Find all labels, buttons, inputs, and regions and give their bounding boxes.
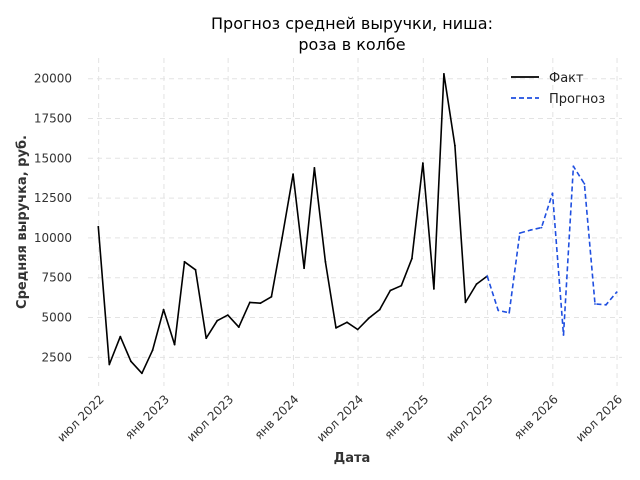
data-point-fact bbox=[324, 260, 327, 263]
x-axis-ticks: июл 2022 янв 2023 июл 2023 янв 2024 июл 2024… bbox=[54, 392, 625, 444]
legend: Факт Прогноз bbox=[511, 71, 605, 107]
data-point-fact bbox=[119, 335, 122, 338]
chart-title-line-1: Прогноз средней выручки, ниша: bbox=[211, 14, 493, 33]
chart-title-line-2: роза в колбе bbox=[298, 35, 405, 54]
data-point-fact bbox=[130, 360, 132, 363]
data-point-forecast bbox=[529, 229, 532, 231]
x-tick-label: янв 2024 bbox=[252, 392, 302, 442]
grid bbox=[88, 58, 622, 386]
data-point-fact bbox=[216, 319, 219, 322]
data-point-forecast bbox=[572, 165, 575, 168]
x-tick-label: июл 2023 bbox=[184, 392, 236, 444]
x-axis-label: Дата bbox=[334, 451, 371, 466]
data-point-fact bbox=[400, 284, 403, 287]
data-point-forecast bbox=[562, 334, 565, 336]
data-point-fact bbox=[248, 301, 251, 304]
x-tick-label: янв 2025 bbox=[382, 392, 432, 442]
data-point-fact bbox=[205, 337, 208, 340]
y-tick-label: 5000 bbox=[41, 311, 72, 325]
data-point-fact bbox=[378, 308, 381, 311]
data-point-fact bbox=[389, 289, 392, 292]
data-point-fact bbox=[303, 267, 305, 270]
data-point-fact bbox=[237, 326, 240, 328]
data-point-forecast bbox=[518, 232, 521, 235]
y-tick-label: 12500 bbox=[34, 191, 72, 205]
y-tick-label: 17500 bbox=[34, 112, 72, 126]
data-point-forecast bbox=[551, 192, 554, 195]
y-tick-label: 7500 bbox=[41, 271, 72, 285]
data-point-fact bbox=[454, 144, 456, 147]
data-point-forecast bbox=[594, 303, 596, 305]
data-point-fact bbox=[433, 288, 435, 290]
x-tick-label: июл 2025 bbox=[443, 392, 495, 444]
data-point-fact bbox=[346, 321, 348, 324]
series-line-fact bbox=[97, 73, 488, 375]
x-tick-label: июл 2024 bbox=[314, 392, 366, 444]
y-axis-label: Средняя выручка, руб. bbox=[15, 135, 30, 309]
data-point-fact bbox=[464, 301, 467, 304]
data-point-forecast bbox=[605, 303, 607, 306]
data-point-fact bbox=[335, 327, 337, 329]
x-tick-label: янв 2026 bbox=[511, 392, 561, 442]
data-point-fact bbox=[162, 308, 165, 311]
data-point-fact bbox=[141, 372, 143, 375]
data-point-fact bbox=[270, 295, 273, 298]
y-axis-ticks: 2500 5000 7500 10000 12500 15000 17500 20000 bbox=[34, 72, 72, 365]
data-point-fact bbox=[194, 268, 197, 271]
data-point-forecast bbox=[497, 309, 500, 312]
data-point-fact bbox=[356, 328, 359, 331]
y-tick-label: 2500 bbox=[41, 350, 72, 364]
data-point-fact bbox=[97, 225, 100, 228]
data-point-fact bbox=[108, 363, 111, 366]
data-point-fact bbox=[226, 314, 229, 316]
data-point-forecast bbox=[486, 275, 489, 277]
data-point-fact bbox=[183, 260, 186, 263]
series-lines bbox=[97, 73, 618, 375]
x-tick-label: июл 2022 bbox=[54, 392, 106, 444]
data-point-fact bbox=[281, 237, 283, 239]
data-point-fact bbox=[443, 73, 445, 75]
data-point-fact bbox=[151, 349, 154, 352]
x-tick-label: янв 2023 bbox=[122, 392, 172, 442]
data-point-fact bbox=[173, 343, 176, 346]
data-point-fact bbox=[292, 173, 294, 176]
x-tick-label: июл 2026 bbox=[573, 392, 625, 444]
series-line-forecast bbox=[486, 165, 618, 336]
data-point-fact bbox=[313, 167, 316, 169]
legend-label-fact: Факт bbox=[549, 71, 584, 86]
data-point-fact bbox=[475, 283, 478, 285]
data-point-forecast bbox=[615, 291, 618, 293]
data-point-fact bbox=[367, 317, 370, 320]
data-point-fact bbox=[411, 257, 413, 260]
data-point-forecast bbox=[540, 226, 543, 229]
y-tick-label: 10000 bbox=[34, 231, 72, 245]
data-point-fact bbox=[259, 302, 262, 305]
y-tick-label: 20000 bbox=[34, 72, 72, 86]
legend-label-forecast: Прогноз bbox=[549, 92, 605, 107]
y-tick-label: 15000 bbox=[34, 151, 72, 165]
data-point-fact bbox=[422, 162, 424, 165]
data-point-forecast bbox=[508, 311, 511, 314]
data-point-forecast bbox=[583, 182, 586, 185]
